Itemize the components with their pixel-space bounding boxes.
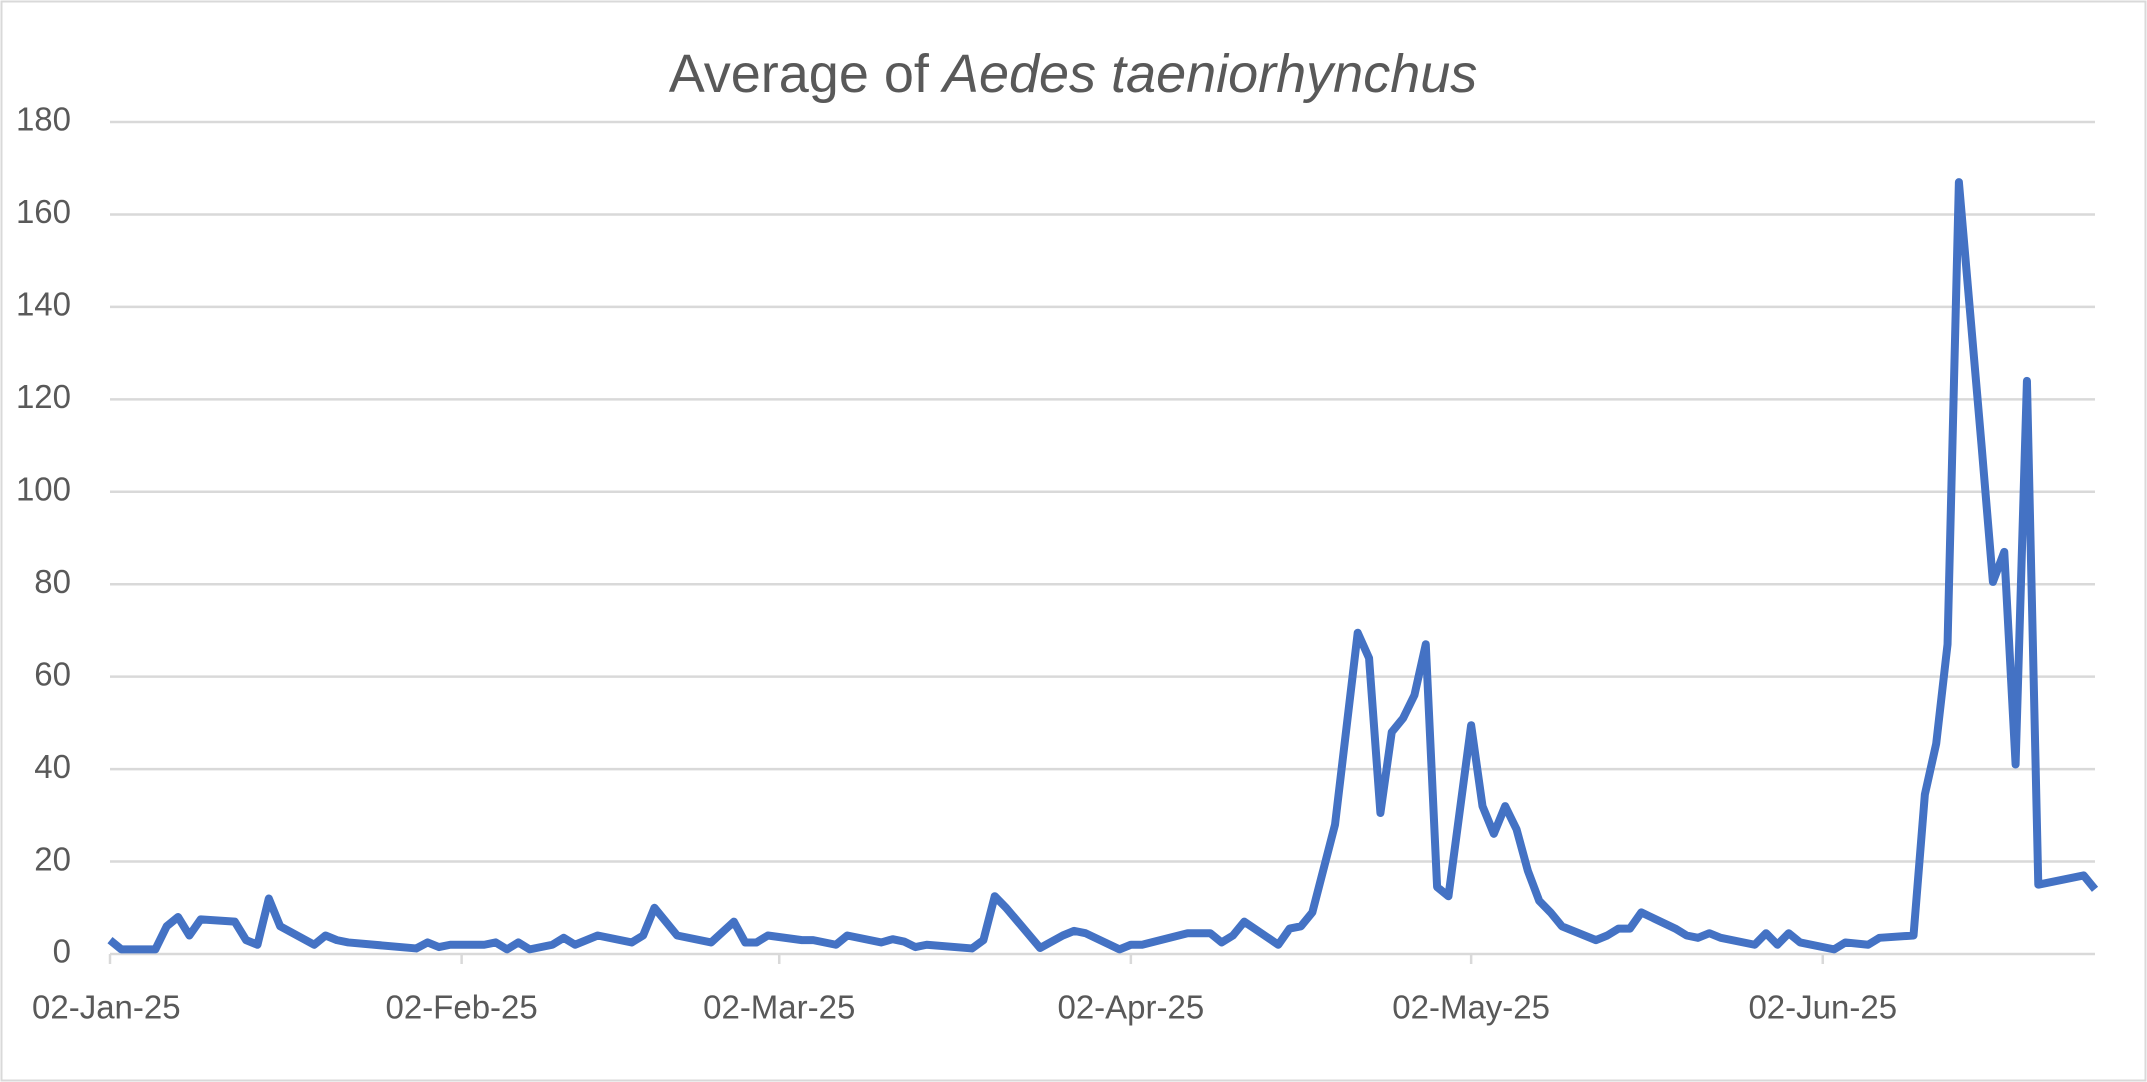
y-tick-label: 80 (34, 563, 71, 600)
x-tick-label: 02-May-25 (1392, 989, 1550, 1026)
data-line (107, 178, 2099, 954)
x-tick-label: 02-Feb-25 (385, 989, 537, 1026)
y-tick-label: 20 (34, 840, 71, 877)
y-tick-label: 160 (16, 193, 71, 230)
x-tick-label: 02-Jan-25 (32, 989, 181, 1026)
y-tick-label: 140 (16, 286, 71, 323)
y-tick-label: 40 (34, 748, 71, 785)
title-species: Aedes taeniorhynchus (940, 44, 1477, 104)
y-tick-label: 100 (16, 470, 71, 507)
y-tick-label: 0 (53, 933, 71, 970)
chart-title: Average of Aedes taeniorhynchus (669, 44, 1478, 104)
y-tick-label: 60 (34, 655, 71, 692)
x-tick-label: 02-Jun-25 (1748, 989, 1897, 1026)
y-tick-label: 120 (16, 378, 71, 415)
title-text: Average of (669, 44, 930, 104)
x-tick-label: 02-Apr-25 (1057, 989, 1204, 1026)
y-tick-label: 180 (16, 101, 71, 138)
x-tick-label: 02-Mar-25 (703, 989, 855, 1026)
